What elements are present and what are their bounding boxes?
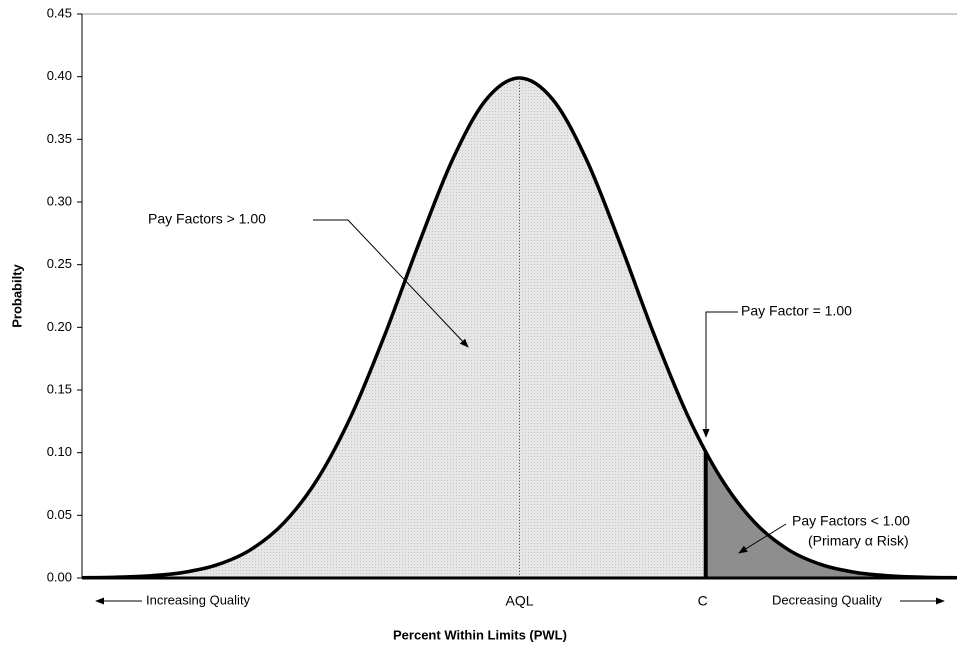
marker-label: C — [698, 593, 708, 609]
annotation: Pay Factors > 1.00 — [148, 211, 266, 227]
y-tick-label: 0.25 — [47, 256, 72, 271]
annotation: Pay Factors < 1.00 — [792, 513, 910, 529]
y-tick-label: 0.00 — [47, 569, 72, 584]
y-tick-label: 0.40 — [47, 68, 72, 83]
marker-label: AQL — [505, 593, 533, 609]
annotation-arrow — [313, 219, 469, 348]
y-tick-label: 0.10 — [47, 444, 72, 459]
y-tick-label: 0.45 — [47, 5, 72, 20]
annotation: Pay Factor = 1.00 — [741, 303, 852, 319]
annotation-arrow — [738, 523, 787, 554]
y-tick-label: 0.20 — [47, 319, 72, 334]
x-axis-label: Percent Within Limits (PWL) — [393, 627, 567, 642]
annotation: (Primary α Risk) — [808, 533, 909, 549]
curve — [81, 76, 958, 580]
annotation-arrow — [702, 311, 738, 438]
y-tick-label: 0.30 — [47, 193, 72, 208]
area-fill-beyond-c — [705, 451, 957, 578]
y-tick-label: 0.05 — [47, 507, 72, 522]
y-tick-label: 0.35 — [47, 131, 72, 146]
y-axis-label: Probabilty — [9, 263, 24, 327]
y-tick-label: 0.15 — [47, 381, 72, 396]
axis-note: Decreasing Quality — [772, 592, 882, 607]
axis-note: Increasing Quality — [146, 592, 251, 607]
